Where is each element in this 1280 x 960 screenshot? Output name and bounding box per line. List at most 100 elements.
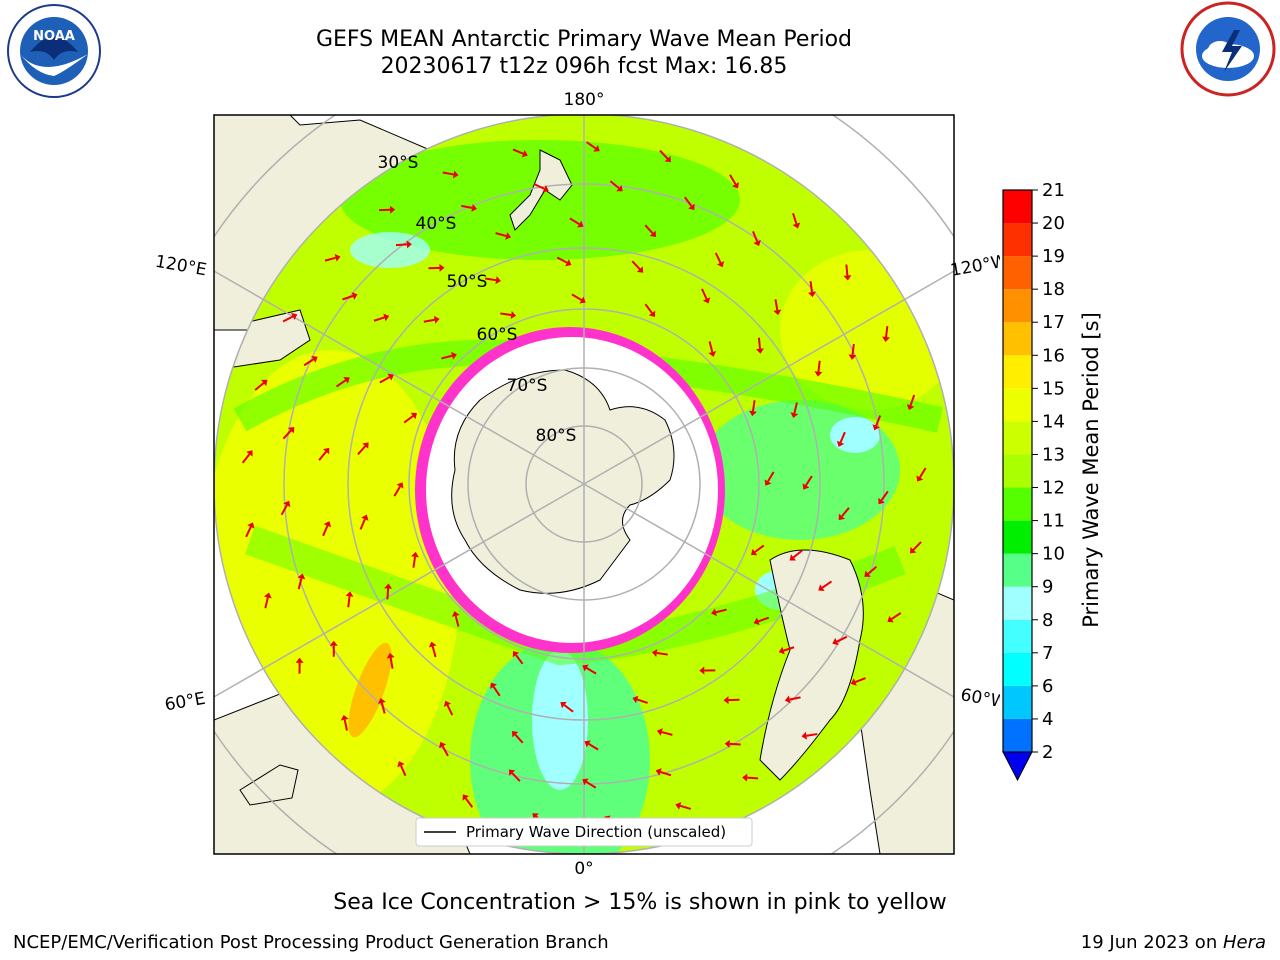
colorbar-outline: [1002, 189, 1033, 753]
wave-arrow-head: [410, 412, 418, 420]
wave-arrow-shaft: [343, 719, 348, 731]
colorbar-tick-label: 16: [1042, 345, 1065, 366]
wave-arrow-shaft: [845, 264, 849, 276]
colorbar-tick-label: 11: [1042, 511, 1065, 532]
wave-arrow-head: [411, 551, 419, 558]
wave-arrow-shaft: [359, 518, 366, 530]
colorbar-tick-label: 19: [1042, 246, 1065, 267]
wave-arrow-head: [916, 475, 924, 482]
wave-arrow-shaft: [495, 232, 507, 237]
wave-arrow-head: [688, 203, 695, 211]
colorbar-tick-label: 13: [1042, 444, 1065, 465]
wave-arrow-head: [565, 259, 572, 267]
colorbar-tick-label: 14: [1042, 411, 1065, 432]
wave-arrow-head: [732, 182, 739, 189]
wave-arrow-shaft: [806, 733, 818, 737]
colorbar-cell: [1003, 421, 1032, 455]
wave-arrow-shaft: [492, 686, 501, 697]
wave-arrow-shaft: [586, 667, 597, 675]
wave-arrow-shaft: [854, 677, 866, 683]
colorbar-tick-label: 6: [1042, 676, 1053, 697]
wave-arrow-shaft: [841, 507, 850, 517]
wave-arrow-head: [443, 700, 452, 707]
wave-arrow-shaft: [684, 196, 693, 207]
wave-arrow-shaft: [324, 256, 336, 262]
colorbar-cells: [1003, 190, 1032, 752]
colorbar-cell: [1003, 487, 1032, 521]
wave-arrow-shaft: [264, 597, 269, 609]
wave-arrow-shaft: [380, 702, 386, 714]
wave-arrow-shaft: [918, 467, 927, 478]
wave-arrow-shaft: [752, 400, 756, 412]
wave-arrow-shaft: [423, 318, 435, 323]
wave-arrow-shaft: [767, 471, 775, 482]
wave-arrow-head: [439, 263, 445, 272]
wave-arrow-shaft: [867, 565, 878, 575]
wave-arrow-shaft: [533, 183, 545, 190]
wave-arrow-shaft: [644, 224, 654, 234]
wave-arrow-shaft: [792, 213, 798, 225]
wave-arrow-head: [505, 232, 512, 240]
wave-arrow-head: [764, 479, 772, 486]
colorbar-extend-triangle: [1002, 751, 1033, 782]
lat-label-40s: 40°S: [416, 214, 457, 234]
wave-arrow-head: [655, 768, 662, 776]
colorbar-cell: [1003, 652, 1032, 686]
wave-arrow-head: [664, 155, 671, 163]
lat-label-30s: 30°S: [378, 153, 419, 173]
wave-arrow-shaft: [715, 608, 727, 614]
chart-subtitle-run: 20230617 t12z 096h fcst Max: 16.85: [380, 54, 788, 79]
wave-arrow-shaft: [441, 354, 453, 360]
wave-arrow-head: [582, 664, 589, 672]
colorbar-tick-label: 21: [1042, 180, 1065, 201]
wave-arrow-shaft: [446, 704, 454, 716]
wave-arrow-head: [560, 701, 567, 709]
wave-arrow-head: [882, 336, 891, 342]
wave-arrow-shaft: [464, 797, 474, 808]
colorbar: 2 4 6 7 8 9 10 11 12 13 14 15 16 17 18 19 20 21 Primary W…: [1002, 180, 1103, 782]
wave-arrow-shaft: [357, 445, 367, 456]
wave-arrow-shaft: [280, 504, 288, 516]
wave-arrow-shaft: [656, 652, 668, 656]
wave-arrow-head: [542, 185, 549, 193]
wave-arrow-shaft: [660, 770, 672, 777]
wave-arrow-shaft: [412, 556, 416, 568]
wave-arrow-head: [814, 371, 823, 377]
wave-arrow-shaft: [659, 149, 669, 160]
wave-arrow-shaft: [389, 657, 394, 669]
wave-arrow-head: [322, 447, 330, 455]
wave-arrow-shaft: [571, 293, 582, 301]
wave-arrow-head: [887, 615, 894, 623]
wave-arrow-head: [593, 145, 600, 152]
wave-arrow-shaft: [754, 544, 765, 553]
wave-arrow-head: [297, 573, 306, 580]
wave-arrow-shaft: [758, 616, 770, 623]
colorbar-tick-label: 9: [1042, 577, 1053, 598]
new-zealand: [509, 149, 573, 231]
lon-label-60e: 60°E: [163, 689, 207, 716]
wave-arrow-head: [345, 591, 354, 597]
wave-arrow-head: [838, 513, 846, 521]
wave-arrow-head: [750, 548, 758, 556]
wave-arrow-head: [864, 570, 871, 577]
wave-arrow-shaft: [912, 541, 922, 551]
wave-arrow-head: [334, 253, 341, 262]
wave-arrow-head: [649, 230, 657, 237]
wave-arrow-shaft: [588, 743, 599, 751]
wave-arrow-shaft: [379, 376, 390, 384]
colorbar-tick-label: 20: [1042, 213, 1065, 234]
wave-arrow-head: [291, 312, 298, 321]
wave-arrow-head: [577, 220, 584, 228]
wave-arrow-shaft: [403, 415, 414, 424]
wave-arrow-shaft: [556, 256, 568, 264]
wave-arrow-head: [383, 313, 390, 322]
wave-arrow-head: [582, 778, 589, 786]
wave-arrow-shaft: [282, 429, 292, 440]
wave-arrow-shaft: [708, 341, 714, 353]
lat-label-60s: 60°S: [477, 325, 518, 345]
colorbar-label: Primary Wave Mean Period [s]: [1079, 312, 1103, 628]
wave-arrow-shaft: [661, 731, 673, 736]
wave-arrow-head: [675, 802, 682, 810]
wave-arrow-head: [723, 696, 729, 705]
wave-arrow-head: [389, 205, 396, 214]
